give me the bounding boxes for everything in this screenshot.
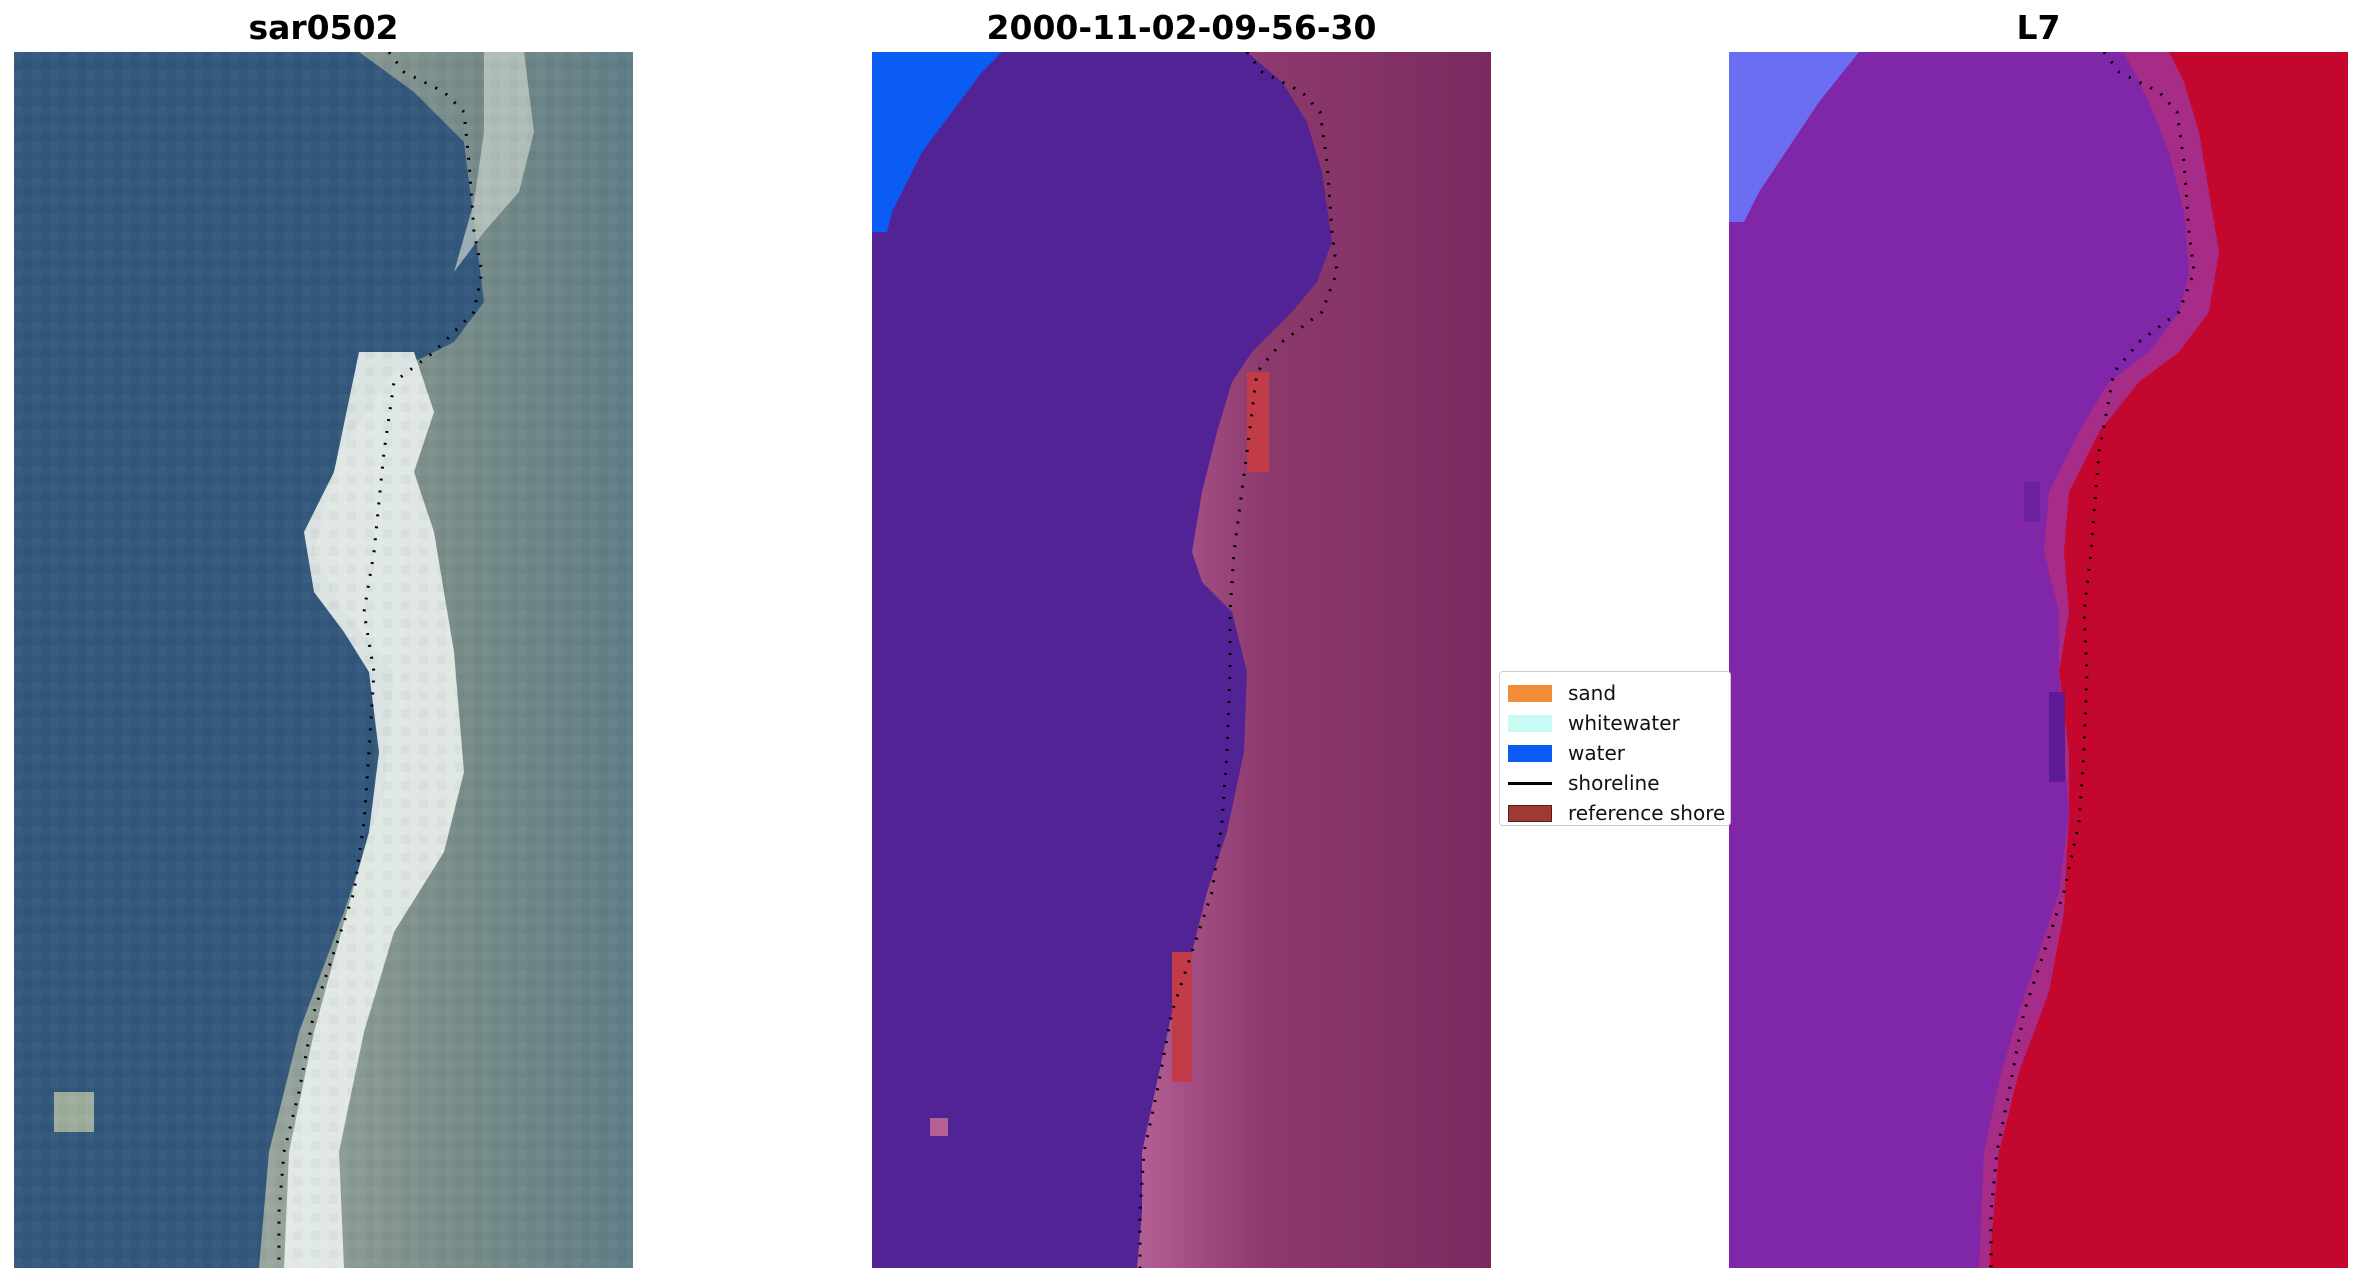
panel-title-index: L7 <box>2016 8 2061 47</box>
legend-item-whitewater: whitewater <box>1508 708 1722 738</box>
legend-item-water: water <box>1508 738 1722 768</box>
index-panel: L7 <box>1729 0 2348 1283</box>
rgb-pixel-texture <box>14 52 633 1268</box>
rgb-image-panel: sar0502 <box>14 0 633 1283</box>
legend-label-reference-shore: reference shore <box>1568 801 1726 825</box>
rgb-satellite-image <box>14 52 633 1268</box>
sand-swatch-icon <box>1508 684 1552 702</box>
shoreline-line-icon <box>1508 782 1552 785</box>
legend-item-shoreline: shoreline <box>1508 768 1722 798</box>
index-water-blue-corner <box>1729 52 1859 222</box>
class-reference-patch-upper <box>1247 372 1269 472</box>
legend-label-whitewater: whitewater <box>1568 711 1680 735</box>
class-water-blue-corner <box>872 52 1002 232</box>
reference-shore-swatch-icon <box>1508 804 1552 822</box>
rgb-shoreline <box>277 52 484 1268</box>
classification-image <box>872 52 1491 1268</box>
index-dark-pixel <box>2024 482 2040 522</box>
panel-title-rgb: sar0502 <box>248 8 399 47</box>
legend-item-reference-shore: reference shore <box>1508 798 1726 825</box>
class-land-area <box>1137 52 1491 1268</box>
class-reference-patch-lower <box>1172 952 1192 1082</box>
classification-panel: 2000-11-02-09-56-30 <box>872 0 1491 1283</box>
legend-label-sand: sand <box>1568 681 1617 705</box>
water-swatch-icon <box>1508 744 1552 762</box>
panel-title-classification: 2000-11-02-09-56-30 <box>986 8 1377 47</box>
class-isolated-pixel <box>930 1118 948 1136</box>
index-image <box>1729 52 2348 1268</box>
legend-label-shoreline: shoreline <box>1568 771 1660 795</box>
whitewater-swatch-icon <box>1508 714 1552 732</box>
legend: sand whitewater water shoreline referenc… <box>1499 671 1731 826</box>
index-land-area <box>1989 52 2348 1268</box>
legend-item-sand: sand <box>1508 678 1722 708</box>
legend-label-water: water <box>1568 741 1625 765</box>
index-dark-strip <box>2049 692 2065 782</box>
